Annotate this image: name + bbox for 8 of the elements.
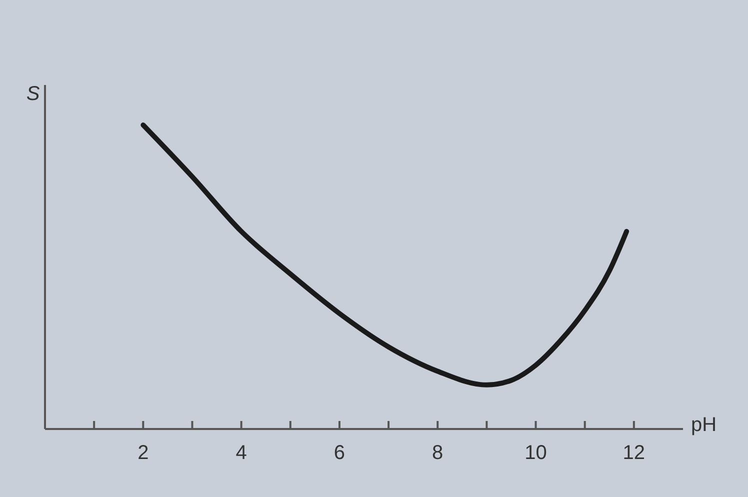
y-axis-title: S (26, 83, 40, 105)
x-tick-label: 6 (334, 442, 346, 464)
x-tick-label: 8 (432, 442, 444, 464)
x-tick-label: 2 (138, 442, 149, 464)
x-tick-label: 12 (622, 442, 646, 464)
x-tick-label: 10 (524, 442, 547, 464)
x-tick-label: 4 (236, 442, 247, 464)
x-axis-title: pH (691, 414, 717, 436)
